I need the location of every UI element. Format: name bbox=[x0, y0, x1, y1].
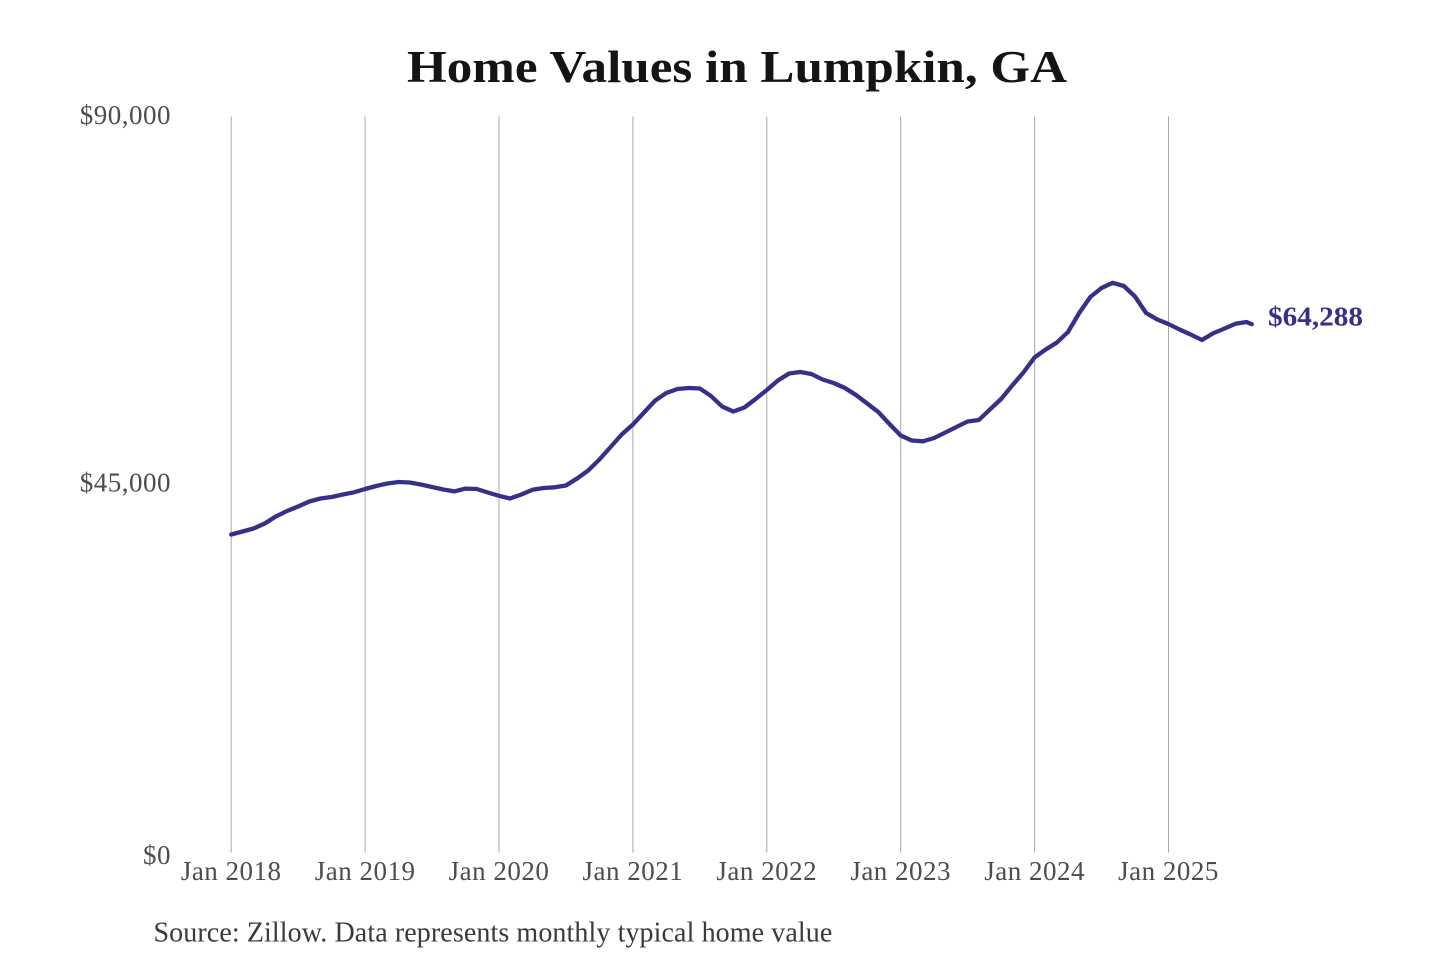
svg-text:Source: Zillow. Data represent: Source: Zillow. Data represents monthly … bbox=[154, 918, 833, 949]
svg-text:Jan 2022: Jan 2022 bbox=[716, 856, 817, 886]
svg-text:Jan 2025: Jan 2025 bbox=[1118, 856, 1219, 886]
svg-text:Jan 2018: Jan 2018 bbox=[181, 856, 282, 886]
svg-text:Home Values in Lumpkin, GA: Home Values in Lumpkin, GA bbox=[407, 42, 1068, 92]
svg-text:$90,000: $90,000 bbox=[80, 100, 171, 130]
svg-text:$45,000: $45,000 bbox=[80, 468, 171, 498]
svg-text:$64,288: $64,288 bbox=[1268, 301, 1363, 332]
svg-text:Jan 2019: Jan 2019 bbox=[315, 856, 416, 886]
svg-text:$0: $0 bbox=[143, 840, 171, 870]
svg-text:Jan 2020: Jan 2020 bbox=[449, 856, 550, 886]
svg-text:Jan 2024: Jan 2024 bbox=[984, 856, 1085, 886]
svg-text:Jan 2021: Jan 2021 bbox=[583, 856, 684, 886]
svg-text:Jan 2023: Jan 2023 bbox=[850, 856, 951, 886]
